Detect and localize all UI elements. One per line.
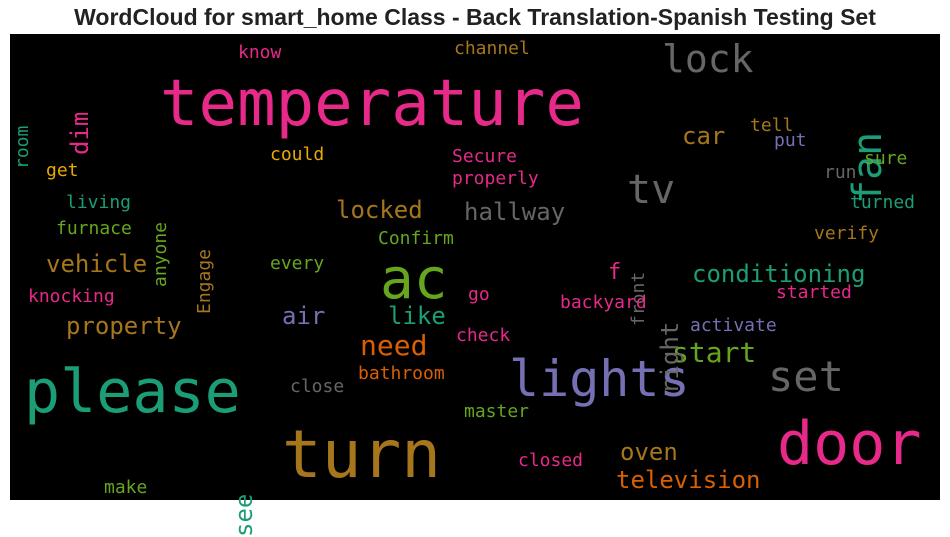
word-air: air xyxy=(282,302,326,330)
wordcloud-canvas: temperature please turn door lights ac lock set… xyxy=(10,34,940,537)
word-could: could xyxy=(270,144,325,165)
word-see: see xyxy=(230,493,258,537)
word-put: put xyxy=(774,130,807,151)
word-bathroom: bathroom xyxy=(358,363,445,384)
word-temperature: temperature xyxy=(160,67,584,141)
word-secure: Secure xyxy=(452,146,518,167)
word-confirm: Confirm xyxy=(378,228,454,249)
word-ac: ac xyxy=(380,247,448,312)
word-hallway: hallway xyxy=(464,198,566,226)
word-go: go xyxy=(468,284,490,305)
word-locked: locked xyxy=(336,196,423,224)
word-vehicle: vehicle xyxy=(46,250,148,278)
word-master: master xyxy=(464,401,530,422)
word-please: please xyxy=(24,357,241,427)
word-engage: Engage xyxy=(194,248,215,314)
word-check: check xyxy=(456,325,511,346)
word-property: property xyxy=(66,312,182,340)
word-turn: turn xyxy=(282,416,441,493)
word-started: started xyxy=(776,282,852,303)
word-conditioning: conditioning xyxy=(692,260,866,288)
word-knocking: knocking xyxy=(28,286,115,307)
word-close: close xyxy=(290,376,345,397)
word-turned: turned xyxy=(850,192,916,213)
word-verify: verify xyxy=(814,223,880,244)
word-door: door xyxy=(777,409,922,479)
word-sure: sure xyxy=(864,148,908,169)
word-every: every xyxy=(270,253,325,274)
word-tv: tv xyxy=(627,167,676,213)
word-get: get xyxy=(46,160,79,181)
word-anyone: anyone xyxy=(150,221,171,287)
word-room: room xyxy=(12,125,33,170)
word-television: television xyxy=(616,466,761,494)
word-living: living xyxy=(66,192,132,213)
word-backyard: backyard xyxy=(560,292,647,313)
word-f: f xyxy=(608,260,622,285)
word-make: make xyxy=(104,477,148,498)
word-right: right xyxy=(656,321,684,394)
chart-title: WordCloud for smart_home Class - Back Tr… xyxy=(74,4,876,30)
word-oven: oven xyxy=(620,438,678,466)
word-car: car xyxy=(682,122,726,150)
word-dim: dim xyxy=(66,111,94,156)
word-lock: lock xyxy=(662,37,754,81)
word-start: start xyxy=(672,336,757,369)
word-set: set xyxy=(768,352,844,401)
word-run: run xyxy=(824,162,857,183)
word-furnace: furnace xyxy=(56,218,132,239)
word-properly: properly xyxy=(452,168,539,189)
word-tell: tell xyxy=(750,115,794,136)
word-know: know xyxy=(238,42,282,63)
word-activate: activate xyxy=(690,315,777,336)
word-channel: channel xyxy=(454,38,530,59)
word-like: like xyxy=(388,302,446,330)
word-closed: closed xyxy=(518,450,584,471)
word-need: need xyxy=(360,329,428,362)
word-lights: lights xyxy=(509,350,690,408)
